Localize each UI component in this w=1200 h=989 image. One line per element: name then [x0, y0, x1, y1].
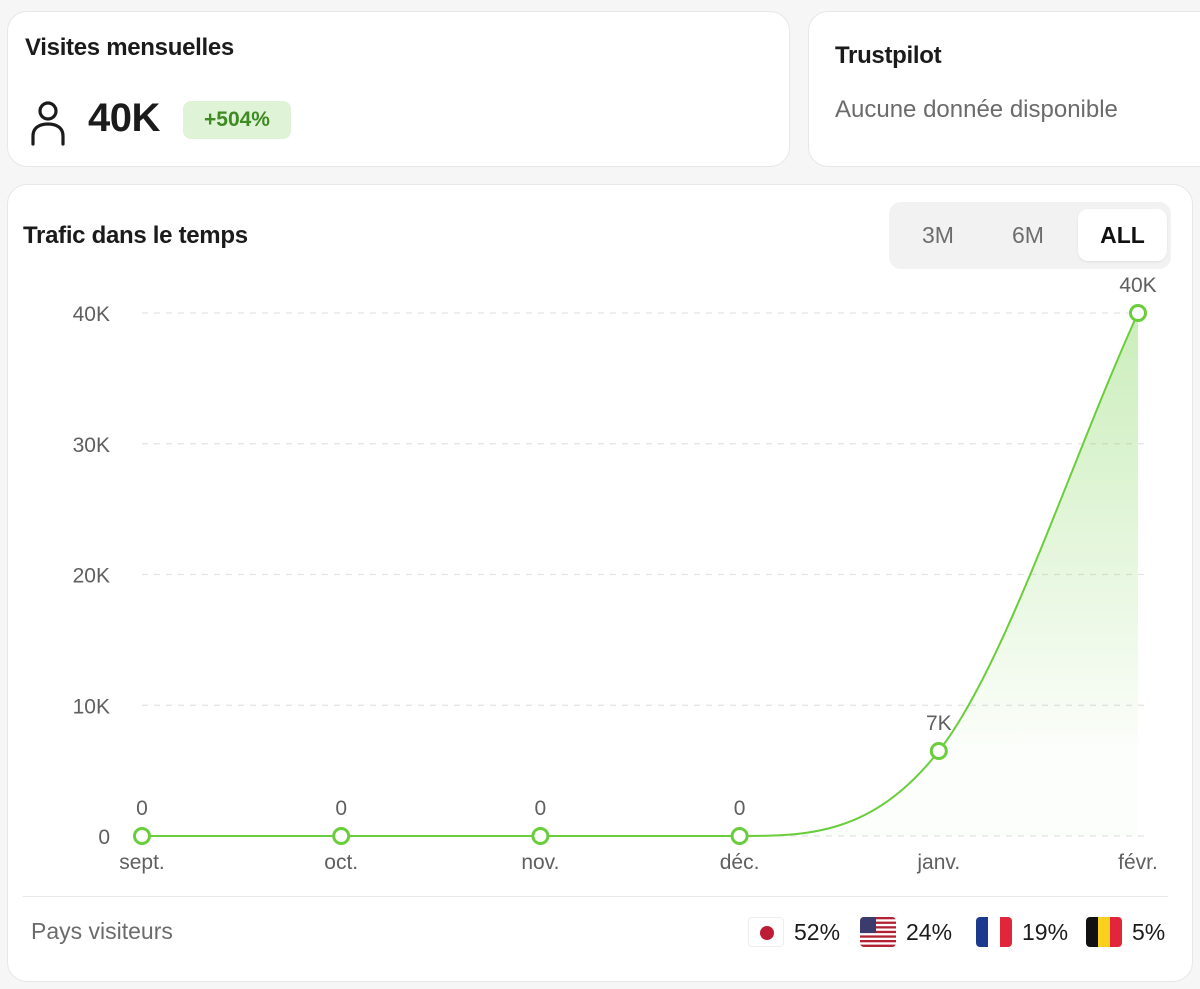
data-label: 0	[535, 797, 547, 820]
usa-flag-icon	[860, 917, 896, 947]
country-pct: 5%	[1132, 918, 1166, 945]
traffic-card: Trafic dans le temps 3M 6M ALL 0 10K 20K 30…	[7, 184, 1193, 982]
data-point[interactable]	[133, 827, 151, 845]
data-point[interactable]	[1129, 304, 1147, 322]
user-icon	[31, 101, 65, 146]
y-tick-label: 0	[98, 826, 110, 849]
traffic-chart: 0 10K 20K 30K 40K sept. oct. nov. déc. janv. févr…	[73, 274, 1158, 874]
x-tick-label: févr.	[1118, 851, 1158, 874]
y-tick-label: 30K	[73, 434, 110, 457]
range-all-button[interactable]: ALL	[1078, 209, 1167, 261]
country-france: 19%	[976, 915, 1068, 949]
visitor-countries-label: Pays visiteurs	[31, 918, 173, 944]
data-point[interactable]	[531, 827, 550, 845]
growth-badge: +504%	[183, 101, 291, 139]
monthly-visits-title: Visites mensuelles	[25, 34, 234, 61]
country-japan: 52%	[748, 915, 840, 949]
range-toggle: 3M 6M ALL	[889, 202, 1171, 269]
chart-x-axis: sept. oct. nov. déc. janv. févr.	[119, 851, 1158, 874]
data-label: 7K	[926, 712, 952, 735]
chart-data-labels: 0 0 0 0 7K 40K	[136, 274, 1157, 820]
monthly-visits-value: 40K	[88, 96, 160, 140]
data-point[interactable]	[929, 742, 948, 761]
data-label: 0	[136, 797, 148, 820]
japan-flag-icon	[748, 917, 784, 947]
x-tick-label: sept.	[119, 851, 165, 874]
trustpilot-card: Trustpilot Aucune donnée disponible	[808, 11, 1200, 167]
data-point[interactable]	[332, 827, 351, 845]
chart-y-axis: 0 10K 20K 30K 40K	[73, 303, 110, 849]
y-tick-label: 10K	[73, 695, 110, 718]
data-label: 0	[734, 797, 746, 820]
y-tick-label: 20K	[73, 565, 110, 588]
data-point[interactable]	[730, 827, 749, 845]
x-tick-label: nov.	[521, 851, 559, 874]
country-pct: 52%	[794, 918, 841, 945]
trustpilot-title: Trustpilot	[835, 42, 942, 69]
traffic-title: Trafic dans le temps	[23, 222, 248, 249]
chart-points	[133, 304, 1147, 845]
country-pct: 24%	[906, 918, 953, 945]
chart-area-fill	[142, 313, 1138, 836]
x-tick-label: janv.	[916, 851, 960, 874]
country-pct: 19%	[1022, 918, 1069, 945]
country-usa: 24%	[860, 915, 952, 949]
monthly-visits-card: Visites mensuelles 40K +504%	[7, 11, 790, 167]
divider	[23, 896, 1168, 897]
x-tick-label: oct.	[324, 851, 358, 874]
france-flag-icon	[976, 917, 1012, 947]
data-label: 0	[335, 797, 347, 820]
range-3m-button[interactable]: 3M	[922, 222, 954, 248]
data-label: 40K	[1119, 274, 1156, 297]
trustpilot-status: Aucune donnée disponible	[835, 96, 1118, 123]
y-tick-label: 40K	[73, 303, 110, 326]
range-6m-button[interactable]: 6M	[1012, 222, 1044, 248]
country-belgium: 5%	[1086, 915, 1165, 949]
belgium-flag-icon	[1086, 917, 1122, 947]
x-tick-label: déc.	[720, 851, 760, 874]
